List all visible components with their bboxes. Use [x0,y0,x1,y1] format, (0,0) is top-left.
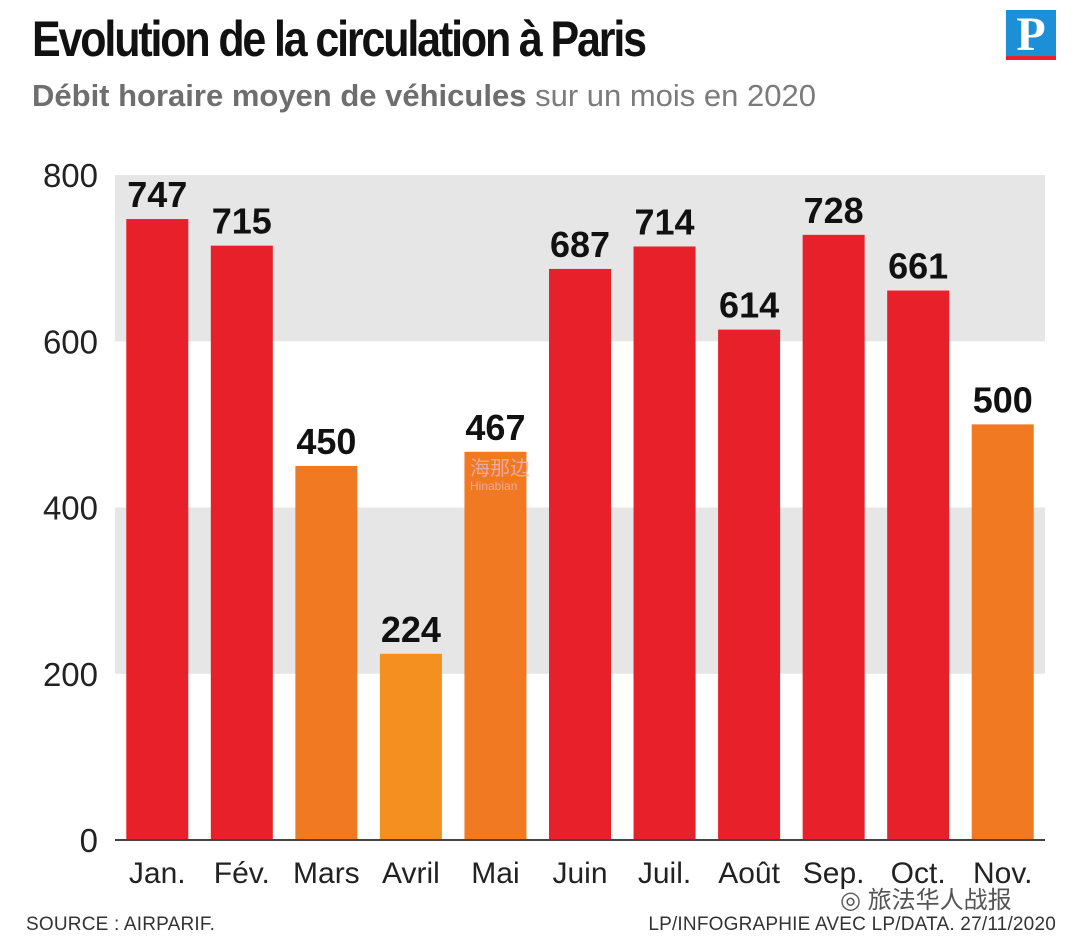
bar-1 [210,245,273,840]
y-tick-label: 600 [43,323,98,360]
value-label: 728 [804,190,864,231]
value-label: 224 [381,609,441,650]
bar-chart: 0 200 400 600 800 747 Jan. 715 Fév. 450 Mars 224 Avr… [43,157,1045,890]
x-tick-label: Oct. [891,857,946,890]
credit-note: LP/INFOGRAPHIE AVEC LP/DATA. 27/11/2020 [648,914,1056,935]
value-label: 450 [296,421,356,462]
x-tick-label: Juin [552,857,607,890]
watermark-en: Hinabian [470,479,518,493]
value-label: 661 [888,246,948,287]
bar-8 [802,234,865,841]
x-tick-label: Mai [471,857,519,890]
bar-2 [295,465,358,840]
source-note: SOURCE : AIRPARIF. [26,914,216,935]
logo-letter: P [1016,8,1046,61]
watermark-cn: 海那边 [470,458,530,480]
chart-subtitle: Débit horaire moyen de véhicules sur un … [32,78,816,114]
x-tick-label: Juil. [638,857,691,890]
wechat-label: ◎ 旅法华人战报 [840,880,1012,915]
value-label: 715 [212,201,272,242]
x-tick-label: Fév. [214,857,270,890]
value-label: 714 [635,201,695,242]
x-tick-label: Jan. [129,857,186,890]
publisher-logo: P [1006,8,1056,61]
x-tick-label: Sep. [803,857,865,890]
y-tick-label: 200 [43,656,98,693]
value-label: 467 [465,407,525,448]
chart-title: Evolution de la circulation à Paris [32,11,647,67]
subtitle-bold: Débit horaire moyen de véhicules [32,78,527,113]
y-tick-label: 400 [43,490,98,527]
x-tick-label: Août [718,857,780,890]
bar-0 [126,219,189,840]
bar-9 [887,290,950,840]
x-tick-label: Nov. [973,857,1032,890]
wechat-text: 旅法华人战报 [867,887,1012,914]
bar-10 [971,424,1034,840]
bar-5 [549,268,611,840]
value-label: 747 [127,174,187,215]
subtitle-rest: sur un mois en 2020 [535,78,816,113]
value-label: 614 [719,285,779,326]
x-tick-label: Mars [293,857,360,890]
y-tick-label: 800 [43,157,98,194]
y-tick-label: 0 [80,822,98,859]
value-label: 500 [973,379,1033,420]
bar-6 [633,246,696,841]
x-tick-label: Avril [382,857,440,890]
watermark: 海那边 Hinabian [470,452,530,493]
bar-3 [379,653,442,840]
bar-4 [464,451,527,840]
wechat-icon: ◎ [840,887,861,914]
value-label: 687 [550,224,610,265]
bar-7 [718,329,781,840]
